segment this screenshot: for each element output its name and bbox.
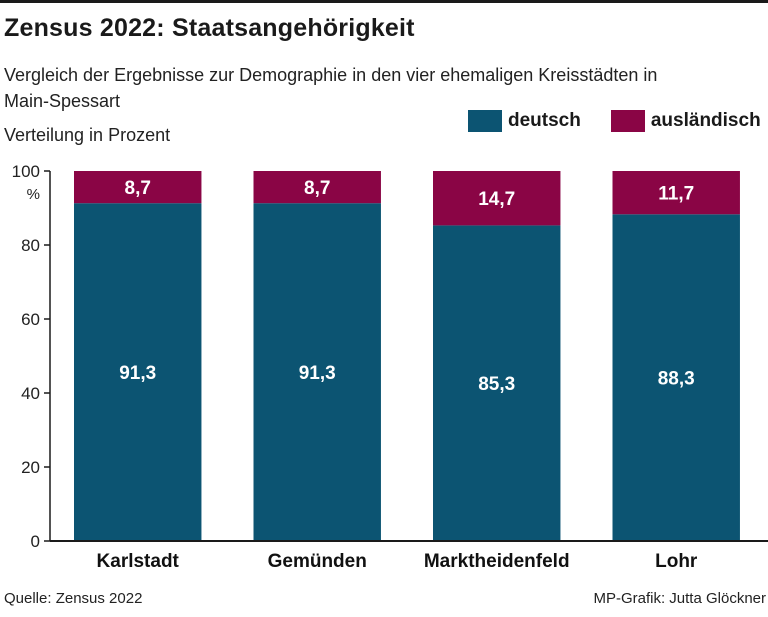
- source-note: Quelle: Zensus 2022: [4, 590, 143, 607]
- bar-label-ausländisch-0: 8,7: [125, 178, 151, 199]
- bar-label-ausländisch-1: 8,7: [304, 178, 330, 199]
- legend-swatch-deutsch: [468, 110, 502, 132]
- y-tick-label-40: 40: [21, 384, 40, 403]
- bar-deutsch-0: [74, 203, 202, 541]
- y-tick-label-60: 60: [21, 310, 40, 329]
- legend-swatch-auslaendisch: [610, 110, 645, 132]
- x-category-label-2: Marktheidenfeld: [424, 551, 570, 572]
- legend-item-auslaendisch: ausländisch: [610, 110, 761, 132]
- bar-deutsch-1: [253, 203, 381, 541]
- bar-ausländisch-0: [74, 171, 202, 204]
- bar-label-ausländisch-2: 14,7: [478, 189, 515, 210]
- legend-label-auslaendisch: ausländisch: [650, 110, 761, 131]
- y-tick-label-80: 80: [21, 236, 40, 255]
- bar-label-deutsch-2: 85,3: [478, 374, 515, 395]
- graphic-credit: MP-Grafik: Jutta Glöckner: [593, 590, 766, 607]
- bar-ausländisch-2: [433, 171, 561, 226]
- legend: deutsch ausländisch: [468, 110, 761, 132]
- bar-deutsch-3: [612, 214, 740, 542]
- x-category-label-1: Gemünden: [268, 551, 367, 572]
- unit-label: Verteilung in Prozent: [4, 125, 171, 145]
- chart-title: Zensus 2022: Staatsangehörigkeit: [4, 14, 415, 42]
- y-unit-label: %: [27, 186, 40, 203]
- chart-subtitle: Vergleich der Ergebnisse zur Demographie…: [4, 65, 658, 111]
- legend-label-deutsch: deutsch: [508, 110, 581, 131]
- bar-label-ausländisch-3: 11,7: [658, 184, 694, 205]
- x-category-label-0: Karlstadt: [97, 551, 180, 572]
- bar-label-deutsch-3: 88,3: [658, 369, 695, 390]
- bar-deutsch-2: [433, 225, 561, 541]
- y-tick-label-0: 0: [31, 532, 40, 551]
- bar-label-deutsch-0: 91,3: [119, 363, 156, 384]
- bar-ausländisch-1: [253, 171, 381, 204]
- bar-label-deutsch-1: 91,3: [299, 363, 336, 384]
- y-tick-label-100: 100: [12, 162, 40, 181]
- top-rule: [0, 0, 768, 3]
- bar-ausländisch-3: [612, 171, 740, 215]
- y-tick-label-20: 20: [21, 458, 40, 477]
- x-category-label-3: Lohr: [655, 551, 698, 572]
- legend-item-deutsch: deutsch: [468, 110, 581, 132]
